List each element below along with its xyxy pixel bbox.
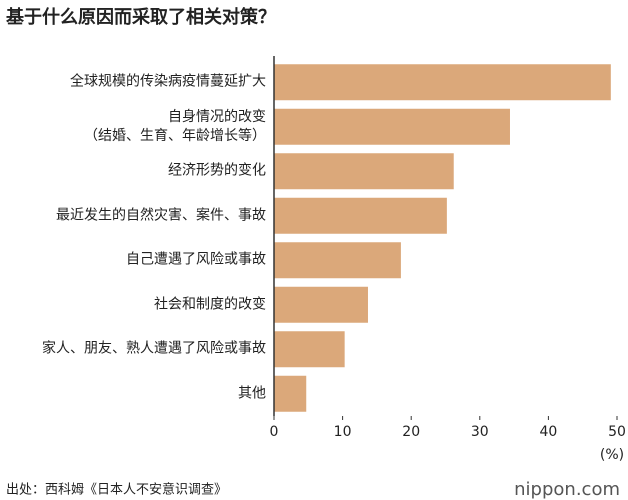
x-tick-label: 20 bbox=[402, 424, 420, 440]
x-axis-unit: (%) bbox=[600, 447, 624, 463]
y-tick-label: 其他 bbox=[238, 385, 266, 402]
bar bbox=[274, 197, 447, 234]
x-tick-label: 10 bbox=[334, 424, 352, 440]
y-tick-label: 自己遭遇了风险或事故 bbox=[126, 251, 266, 268]
y-tick-label: 最近发生的自然灾害、案件、事故 bbox=[56, 207, 266, 224]
bar bbox=[274, 242, 401, 279]
x-tick-label: 50 bbox=[608, 424, 626, 440]
x-tick-label: 40 bbox=[539, 424, 557, 440]
bar bbox=[274, 286, 368, 323]
x-tick-label: 0 bbox=[270, 424, 279, 440]
bar bbox=[274, 108, 510, 145]
logo: nippon.com bbox=[514, 479, 620, 500]
bar bbox=[274, 375, 307, 412]
bar bbox=[274, 153, 454, 190]
chart-title: 基于什么原因而采取了相关对策？ bbox=[5, 6, 276, 28]
bar bbox=[274, 331, 345, 368]
y-tick-label: 社会和制度的改变 bbox=[154, 296, 266, 313]
y-tick-label: 经济形势的变化 bbox=[168, 162, 266, 179]
bar bbox=[274, 64, 611, 101]
y-tick-label: 自身情况的改变 （结婚、生育、年龄增长等） bbox=[84, 108, 266, 144]
source-note: 出处：西科姆《日本人不安意识调查》 bbox=[6, 482, 227, 498]
y-tick-label: 全球规模的传染病疫情蔓延扩大 bbox=[70, 73, 266, 90]
y-tick-label: 家人、朋友、熟人遭遇了风险或事故 bbox=[42, 340, 266, 357]
x-tick-label: 30 bbox=[471, 424, 489, 440]
